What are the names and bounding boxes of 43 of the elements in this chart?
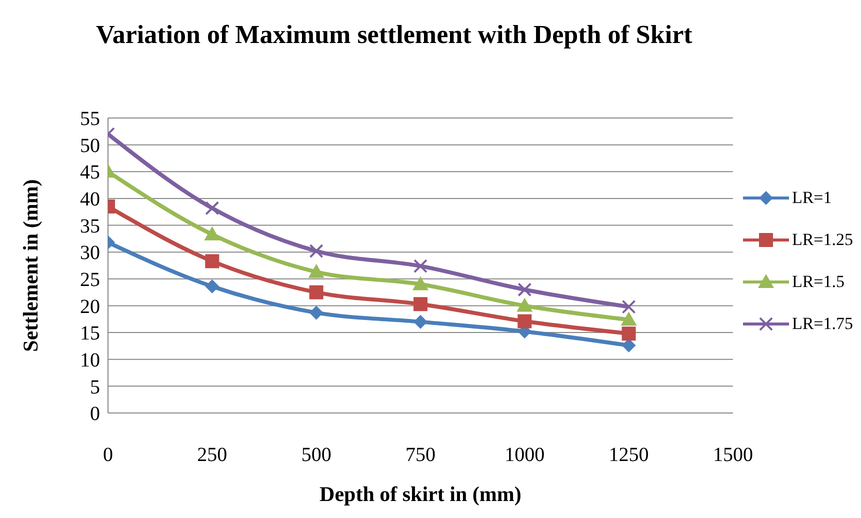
x-tick-label: 1250 <box>608 444 649 466</box>
y-tick-label: 40 <box>80 188 100 211</box>
y-tick-label: 50 <box>80 134 100 157</box>
y-axis-title: Settlement in (mm) <box>18 179 42 352</box>
point <box>309 244 324 258</box>
point <box>308 264 324 278</box>
point <box>413 259 428 274</box>
point <box>622 326 636 341</box>
point <box>413 314 428 329</box>
y-tick-label: 20 <box>80 296 100 318</box>
x-tick-label: 500 <box>301 444 332 466</box>
y-tick-label: 30 <box>80 242 100 264</box>
x-tick-label: 250 <box>197 444 228 466</box>
point <box>620 312 637 326</box>
y-tick-label: 55 <box>80 108 100 130</box>
point <box>622 300 636 314</box>
point <box>204 226 220 240</box>
y-tick-label: 5 <box>90 376 100 398</box>
y-tick-label: 15 <box>80 322 100 345</box>
point <box>518 282 532 297</box>
x-tick-label: 1500 <box>712 444 753 466</box>
x-axis-title: Depth of skirt in (mm) <box>320 482 522 506</box>
y-tick-label: 45 <box>80 162 100 184</box>
point <box>309 285 324 300</box>
y-tick-label: 10 <box>80 349 100 372</box>
point <box>205 254 220 268</box>
x-tick-label: 750 <box>405 444 436 466</box>
legend-label: LR=1.25 <box>792 230 853 250</box>
y-tick-label: 35 <box>80 215 100 238</box>
point <box>518 314 532 328</box>
x-tick-label: 1000 <box>504 444 545 466</box>
point <box>412 276 428 290</box>
point <box>413 297 428 312</box>
legend-label: LR=1.75 <box>792 314 853 334</box>
legend-label: LR=1 <box>792 188 832 208</box>
y-tick-label: 25 <box>80 269 100 292</box>
point <box>205 279 220 294</box>
point <box>205 201 220 216</box>
legend-label: LR=1.5 <box>792 272 844 292</box>
point <box>309 306 324 320</box>
chart-title: Variation of Maximum settlement with Depth of Skirt <box>96 19 694 51</box>
point <box>516 298 533 312</box>
y-tick-label: 0 <box>90 403 100 426</box>
